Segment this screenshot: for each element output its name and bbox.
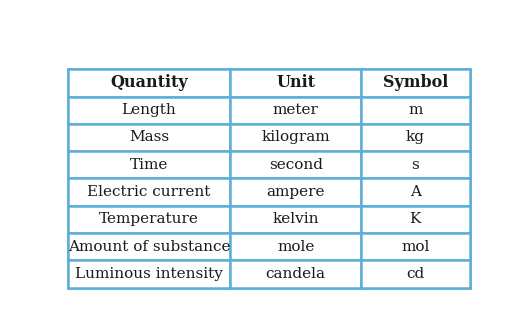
Text: Time: Time (130, 158, 168, 172)
Bar (68, 69, 470, 288)
Text: kg: kg (406, 130, 425, 144)
Bar (68, 96, 231, 124)
Bar (361, 178, 470, 206)
Bar (68, 124, 231, 151)
Bar (68, 178, 231, 206)
Text: Temperature: Temperature (99, 212, 199, 226)
Text: cd: cd (406, 267, 424, 281)
Bar (68, 69, 231, 96)
Text: candela: candela (266, 267, 326, 281)
Text: Quantity: Quantity (110, 74, 188, 91)
Text: Symbol: Symbol (383, 74, 448, 91)
Bar (231, 151, 361, 178)
Bar (231, 233, 361, 260)
Bar (68, 206, 231, 233)
Bar (68, 260, 231, 288)
Text: mol: mol (401, 240, 430, 254)
Bar (361, 260, 470, 288)
Bar (68, 151, 231, 178)
Bar (361, 69, 470, 96)
Bar (361, 96, 470, 124)
Text: kilogram: kilogram (261, 130, 330, 144)
Bar (231, 69, 361, 96)
Text: K: K (410, 212, 421, 226)
Bar (231, 260, 361, 288)
Text: ampere: ampere (266, 185, 325, 199)
Text: Luminous intensity: Luminous intensity (75, 267, 223, 281)
Bar (231, 96, 361, 124)
Text: meter: meter (273, 103, 319, 117)
Bar (68, 233, 231, 260)
Text: Length: Length (122, 103, 176, 117)
Bar (231, 206, 361, 233)
Text: A: A (410, 185, 421, 199)
Text: s: s (411, 158, 419, 172)
Bar (361, 124, 470, 151)
Text: Electric current: Electric current (88, 185, 211, 199)
Text: m: m (408, 103, 422, 117)
Text: mole: mole (277, 240, 314, 254)
Text: second: second (269, 158, 323, 172)
Bar (361, 233, 470, 260)
Bar (231, 178, 361, 206)
Text: kelvin: kelvin (272, 212, 319, 226)
Bar (361, 151, 470, 178)
Bar (231, 124, 361, 151)
Text: Mass: Mass (129, 130, 169, 144)
Text: Amount of substance: Amount of substance (68, 240, 230, 254)
Bar (361, 206, 470, 233)
Text: Unit: Unit (276, 74, 315, 91)
